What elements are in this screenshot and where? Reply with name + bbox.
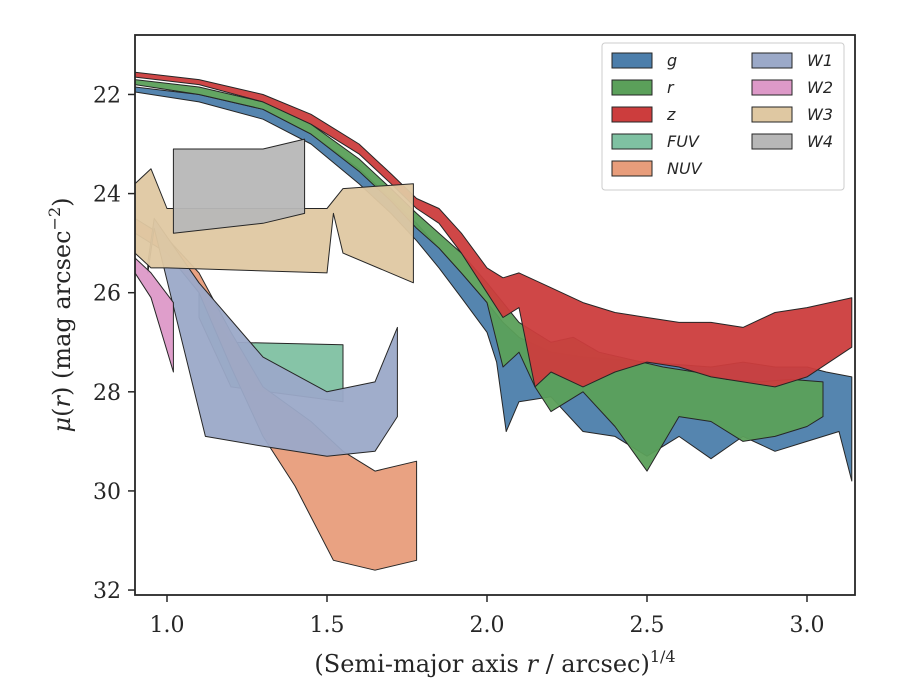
x-tick-label: 2.0 [470, 613, 505, 638]
band-w1 [147, 217, 398, 457]
legend-label-w3: W3 [807, 105, 833, 124]
legend-swatch-fuv [611, 133, 653, 150]
x-axis-ticks: 1.0 1.5 2.0 2.5 3.0 [150, 595, 825, 638]
legend-label-w1: W1 [807, 51, 833, 70]
band-z [135, 71, 853, 388]
y-axis-label-end: ) [48, 197, 76, 206]
legend-label-g: g [667, 51, 677, 70]
x-tick-label: 1.0 [150, 613, 185, 638]
series-bands [135, 71, 853, 571]
legend: grz FUV NUV W1 W2 W3 W4 [601, 42, 845, 191]
x-tick-label: 1.5 [310, 613, 345, 638]
y-axis-label-var: r [48, 395, 76, 408]
y-axis-label-open: ( [48, 408, 76, 417]
legend-swatch-r [611, 79, 653, 96]
y-axis-label-sup: −2 [45, 207, 64, 231]
legend-swatch-w2 [751, 79, 793, 96]
x-axis-label-var: r [526, 650, 539, 678]
y-tick-label: 30 [93, 480, 121, 505]
legend-swatch-z [611, 106, 653, 123]
legend-label-w2: W2 [807, 78, 833, 97]
legend-label-fuv: FUV [667, 132, 700, 151]
x-axis-label-pre: (Semi-major axis [314, 650, 526, 678]
x-axis-label-post: / arcsec) [538, 650, 650, 678]
y-axis-ticks: 22 24 26 28 30 32 [93, 83, 135, 604]
plot-frame [134, 34, 856, 596]
legend-swatch-w1 [751, 52, 793, 69]
legend-label-w4: W4 [807, 132, 833, 151]
legend-label-nuv: NUV [667, 159, 703, 178]
legend-label-z: z [666, 105, 676, 124]
band-w4 [172, 138, 306, 234]
x-tick-label: 2.5 [630, 613, 665, 638]
x-axis-label-sup: 1/4 [650, 647, 676, 666]
y-tick-label: 26 [93, 282, 121, 307]
legend-swatch-g [611, 52, 653, 69]
y-axis-label: μ(r) (mag arcsec−2) [45, 197, 76, 432]
y-tick-label: 24 [93, 183, 121, 208]
x-tick-label: 3.0 [790, 613, 825, 638]
y-axis-label-close: ) (mag arcsec [48, 230, 76, 396]
y-axis-label-mu: μ [48, 417, 76, 433]
y-tick-label: 32 [93, 579, 121, 604]
x-axis-label: (Semi-major axis r / arcsec)1/4 [314, 647, 675, 678]
band-w2 [135, 257, 174, 373]
legend-swatch-nuv [611, 160, 653, 177]
y-tick-label: 22 [93, 83, 121, 108]
y-tick-label: 28 [93, 381, 121, 406]
legend-label-r: r [667, 78, 675, 97]
legend-swatch-w3 [751, 106, 793, 123]
legend-swatch-w4 [751, 133, 793, 150]
